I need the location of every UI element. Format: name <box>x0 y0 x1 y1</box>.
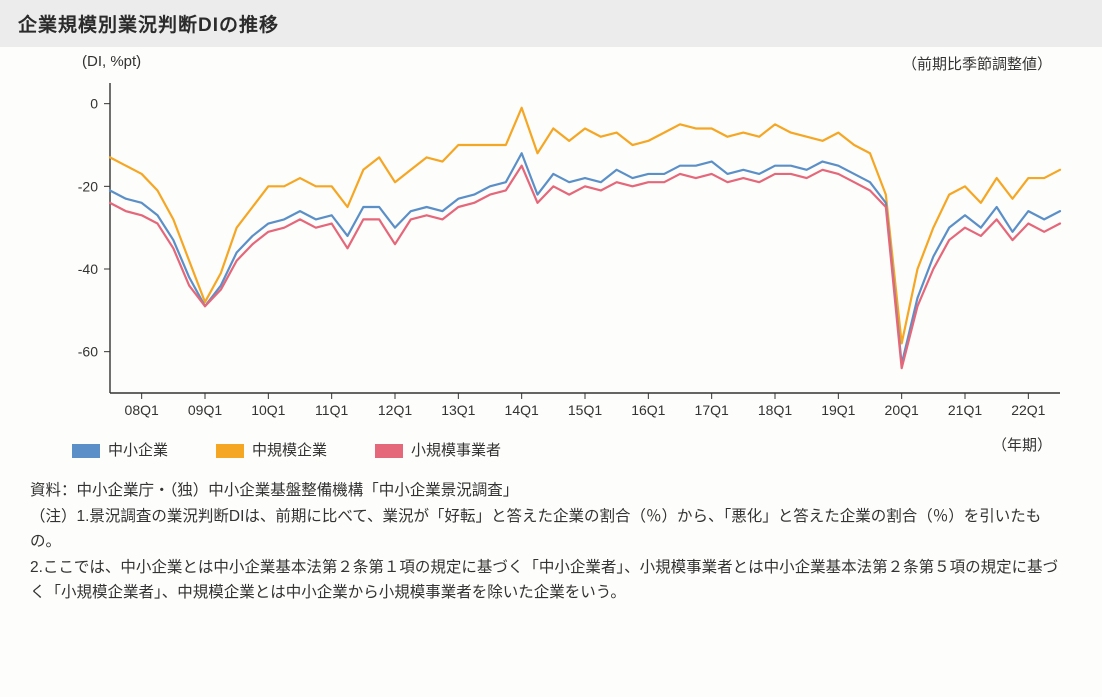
svg-text:18Q1: 18Q1 <box>758 402 792 418</box>
svg-text:13Q1: 13Q1 <box>441 402 475 418</box>
svg-text:21Q1: 21Q1 <box>948 402 982 418</box>
svg-text:10Q1: 10Q1 <box>251 402 285 418</box>
svg-text:08Q1: 08Q1 <box>125 402 159 418</box>
chart-container: (DI, %pt) （前期比季節調整値） 0 -20 -40 -60 08Q1 09Q1 1… <box>40 53 1062 433</box>
legend-label: 中小企業 <box>108 442 168 459</box>
svg-text:-60: -60 <box>78 344 98 360</box>
footnotes: 資料：中小企業庁・（独）中小企業基盤整備機構「中小企業景況調査」（注）1.景況調… <box>30 478 1072 606</box>
svg-text:17Q1: 17Q1 <box>695 402 729 418</box>
svg-text:22Q1: 22Q1 <box>1011 402 1045 418</box>
legend-item: 中規模企業 <box>216 439 327 460</box>
svg-text:0: 0 <box>90 96 98 112</box>
x-axis-unit: （年期） <box>992 434 1052 455</box>
footnote-line: 2.ここでは、中小企業とは中小企業基本法第２条第１項の規定に基づく「中小企業者」… <box>30 555 1072 606</box>
legend-swatch <box>216 444 244 458</box>
legend-label: 中規模企業 <box>252 442 327 459</box>
svg-text:16Q1: 16Q1 <box>631 402 665 418</box>
svg-text:19Q1: 19Q1 <box>821 402 855 418</box>
svg-text:11Q1: 11Q1 <box>315 402 348 418</box>
line-chart: 0 -20 -40 -60 08Q1 09Q1 10Q1 11Q1 12Q1 13Q1 14Q1 15… <box>40 53 1062 433</box>
svg-text:09Q1: 09Q1 <box>188 402 222 418</box>
title-bar: 企業規模別業況判断DIの推移 <box>0 0 1102 47</box>
legend: 中小企業 中規模企業 小規模事業者 <box>72 439 1102 460</box>
page-root: 企業規模別業況判断DIの推移 (DI, %pt) （前期比季節調整値） 0 -20… <box>0 0 1102 697</box>
y-axis-label: (DI, %pt) <box>82 53 141 70</box>
svg-text:14Q1: 14Q1 <box>505 402 539 418</box>
legend-label: 小規模事業者 <box>411 442 501 459</box>
legend-item: 小規模事業者 <box>375 439 501 460</box>
legend-swatch <box>72 444 100 458</box>
svg-text:-20: -20 <box>78 178 98 194</box>
legend-item: 中小企業 <box>72 439 168 460</box>
svg-text:20Q1: 20Q1 <box>885 402 919 418</box>
page-title: 企業規模別業況判断DIの推移 <box>18 10 1084 37</box>
footnote-line: 資料：中小企業庁・（独）中小企業基盤整備機構「中小企業景況調査」 <box>30 478 1072 504</box>
footnote-line: （注）1.景況調査の業況判断DIは、前期に比べて、業況が「好転」と答えた企業の割… <box>30 504 1072 555</box>
right-label: （前期比季節調整値） <box>902 53 1052 74</box>
legend-swatch <box>375 444 403 458</box>
svg-text:12Q1: 12Q1 <box>378 402 412 418</box>
svg-text:15Q1: 15Q1 <box>568 402 602 418</box>
svg-text:-40: -40 <box>78 261 98 277</box>
